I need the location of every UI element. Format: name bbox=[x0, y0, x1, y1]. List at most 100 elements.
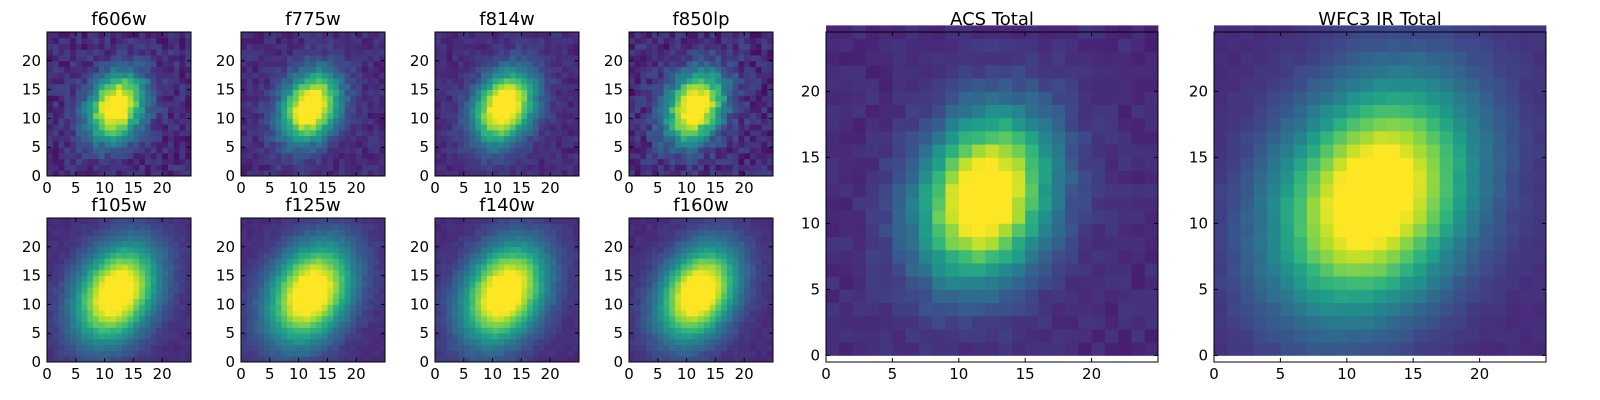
heatmap-cell bbox=[252, 241, 259, 248]
heatmap-cell bbox=[561, 37, 568, 44]
y-tick-label: 15 bbox=[22, 81, 41, 99]
heatmap-cell bbox=[669, 356, 676, 363]
heatmap-cell bbox=[241, 292, 248, 300]
heatmap-cell bbox=[738, 129, 745, 137]
heatmap-cell bbox=[110, 264, 117, 271]
heatmap-cell bbox=[356, 43, 363, 50]
heatmap-cell bbox=[93, 333, 100, 340]
heatmap-cell bbox=[509, 327, 517, 334]
heatmap-cell bbox=[350, 258, 357, 265]
heatmap-cell bbox=[287, 72, 294, 79]
heatmap-cell bbox=[344, 89, 351, 96]
heatmap-cell bbox=[144, 106, 152, 114]
heatmap-cell bbox=[538, 32, 545, 39]
heatmap-cell bbox=[744, 43, 751, 50]
heatmap-cell bbox=[721, 135, 728, 142]
heatmap-cell bbox=[139, 315, 146, 323]
heatmap-cell bbox=[104, 264, 111, 271]
heatmap-cell bbox=[567, 292, 574, 300]
heatmap-cell bbox=[646, 287, 653, 294]
heatmap-cell bbox=[81, 129, 88, 137]
heatmap-cell bbox=[669, 275, 676, 282]
heatmap-cell bbox=[98, 304, 105, 311]
heatmap-cell bbox=[521, 310, 528, 317]
heatmap-cell bbox=[634, 152, 641, 160]
heatmap-cell bbox=[634, 89, 641, 96]
heatmap-cell bbox=[515, 95, 522, 102]
heatmap-cell bbox=[156, 258, 163, 265]
heatmap-cell bbox=[264, 333, 271, 340]
heatmap-cell bbox=[446, 356, 453, 363]
heatmap-cell bbox=[127, 298, 134, 305]
heatmap-cell bbox=[70, 118, 77, 125]
heatmap-cell bbox=[446, 129, 453, 137]
heatmap-cell bbox=[509, 252, 517, 259]
heatmap-cell bbox=[338, 287, 346, 294]
heatmap-cell bbox=[492, 95, 499, 102]
heatmap-cell bbox=[179, 129, 186, 137]
heatmap-cell bbox=[738, 49, 745, 56]
heatmap-cell bbox=[64, 344, 71, 351]
heatmap-cell bbox=[139, 141, 146, 148]
heatmap-cell bbox=[509, 141, 517, 148]
heatmap-cell bbox=[567, 101, 574, 108]
heatmap-cell bbox=[555, 344, 563, 351]
heatmap-cell bbox=[287, 321, 294, 328]
heatmap-cell bbox=[504, 78, 511, 85]
heatmap-cell bbox=[298, 229, 305, 236]
heatmap-cell bbox=[269, 170, 276, 177]
heatmap-cell bbox=[127, 83, 134, 90]
heatmap-cell bbox=[492, 49, 499, 56]
heatmap-cell bbox=[344, 258, 351, 265]
heatmap-cell bbox=[498, 275, 505, 282]
heatmap-cell bbox=[81, 321, 88, 328]
heatmap-cell bbox=[252, 83, 259, 90]
heatmap-cell bbox=[156, 218, 163, 225]
heatmap-cell bbox=[58, 141, 65, 148]
heatmap-cell bbox=[139, 95, 146, 102]
heatmap-cell bbox=[350, 147, 357, 154]
heatmap-cell bbox=[452, 60, 459, 67]
heatmap-cell bbox=[435, 298, 442, 305]
heatmap-cell bbox=[75, 129, 82, 137]
heatmap-cell bbox=[367, 112, 374, 119]
heatmap-cell bbox=[292, 287, 299, 294]
heatmap-cell bbox=[475, 241, 482, 248]
heatmap-cell bbox=[440, 281, 447, 288]
heatmap-cell bbox=[646, 55, 653, 62]
heatmap-cell bbox=[721, 83, 728, 90]
heatmap-cell bbox=[761, 72, 768, 79]
heatmap-cell bbox=[144, 83, 152, 90]
heatmap-cell bbox=[469, 129, 476, 137]
heatmap-cell bbox=[87, 281, 94, 288]
heatmap-cell bbox=[258, 135, 265, 142]
heatmap-cell bbox=[246, 72, 253, 79]
heatmap-cell bbox=[292, 164, 299, 171]
heatmap-cell bbox=[726, 304, 734, 311]
heatmap-cell bbox=[767, 356, 774, 363]
heatmap-cell bbox=[258, 152, 265, 160]
heatmap-cell bbox=[440, 95, 447, 102]
heatmap-cell bbox=[127, 112, 134, 119]
heatmap-cell bbox=[749, 124, 757, 131]
heatmap-cell bbox=[652, 49, 659, 56]
heatmap-cell bbox=[361, 356, 369, 363]
heatmap-cell bbox=[669, 304, 676, 311]
heatmap-cell bbox=[669, 164, 676, 171]
heatmap-cell bbox=[58, 147, 65, 154]
heatmap-cell bbox=[686, 83, 693, 90]
heatmap-cell bbox=[356, 350, 363, 357]
heatmap-cell bbox=[515, 321, 522, 328]
heatmap-cell bbox=[52, 78, 59, 85]
heatmap-cell bbox=[81, 124, 88, 131]
heatmap-cell bbox=[463, 287, 470, 294]
heatmap-cell bbox=[292, 269, 299, 276]
heatmap-cell bbox=[721, 72, 728, 79]
heatmap-cell bbox=[179, 83, 186, 90]
heatmap-cell bbox=[350, 83, 357, 90]
heatmap-cell bbox=[561, 72, 568, 79]
heatmap-cell bbox=[440, 321, 447, 328]
heatmap-cell bbox=[373, 264, 380, 271]
heatmap-cell bbox=[173, 158, 180, 165]
heatmap-cell bbox=[338, 264, 346, 271]
